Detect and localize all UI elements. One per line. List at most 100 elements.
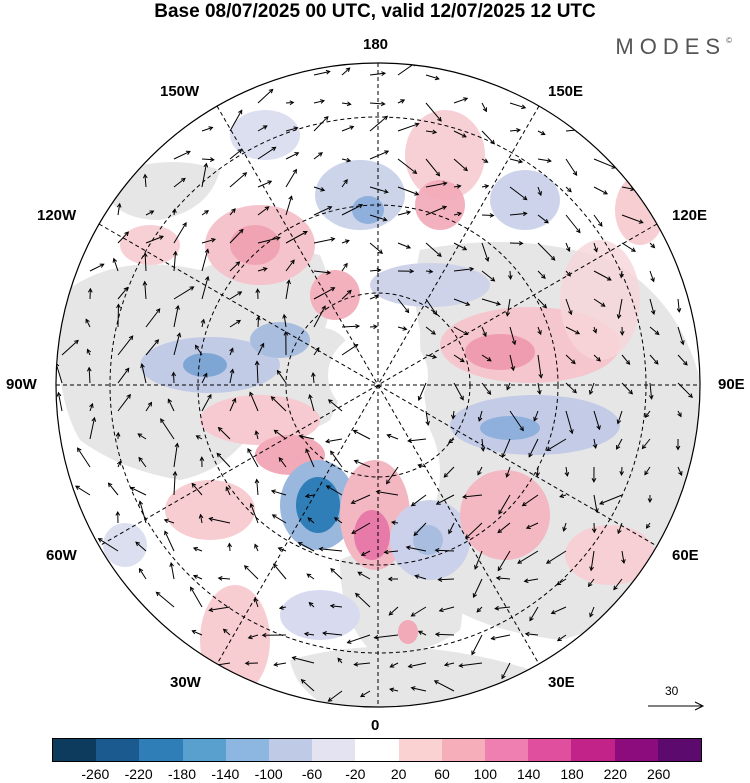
wind-arrow-head: [448, 438, 453, 444]
wind-arrow: [247, 448, 259, 468]
wind-arrow: [326, 485, 343, 496]
colorbar-tick-label: -260: [81, 766, 110, 782]
lon-label-30e: 30E: [548, 674, 575, 691]
wind-arrow-head: [116, 303, 121, 309]
graticule: [56, 63, 700, 707]
wind-arrow-head: [389, 687, 395, 693]
wind-arrow-head: [617, 529, 622, 535]
wind-arrow: [229, 172, 247, 188]
wind-arrow: [285, 169, 297, 188]
wind-arrow: [313, 71, 330, 76]
wind-arrow-head: [190, 586, 195, 592]
wind-arrow-head: [383, 549, 389, 555]
wind-arrow: [517, 550, 539, 564]
wind-arrow-head: [654, 330, 660, 336]
wind-arrow-head: [631, 247, 636, 252]
wind-arrow: [453, 130, 467, 138]
wind-arrow: [144, 253, 147, 272]
wind-arrow-head: [75, 485, 80, 490]
wind-arrow: [354, 662, 371, 666]
wind-arrow-head: [292, 168, 297, 174]
wind-arrow-head: [343, 262, 348, 268]
wind-arrow: [89, 417, 95, 440]
wind-arrow: [593, 214, 603, 227]
wind-arrow: [526, 522, 539, 529]
wind-arrow: [369, 186, 388, 193]
wind-arrow: [353, 430, 371, 440]
wind-arrow-head: [142, 252, 148, 258]
lon-label-120e: 120E: [672, 207, 708, 224]
wind-arrow-head: [353, 459, 359, 465]
wind-arrow: [223, 628, 231, 636]
wind-arrow-head: [303, 631, 309, 637]
wind-arrow: [616, 438, 623, 450]
wind-arrow-head: [402, 326, 408, 331]
wind-arrow-head: [572, 171, 578, 176]
wind-arrow: [341, 263, 348, 272]
wind-arrow: [590, 550, 595, 571]
colorbar-segment: [225, 739, 270, 761]
lon-label-90e: 90E: [718, 376, 745, 393]
lon-label-90w: 90W: [6, 376, 37, 393]
wind-arrow-head: [358, 204, 364, 209]
wind-arrow-head: [254, 478, 260, 484]
wind-arrow: [257, 125, 268, 132]
wind-arrow: [313, 116, 329, 132]
wind-arrow-head: [286, 279, 291, 285]
wind-arrow: [144, 281, 147, 300]
wind-arrow: [285, 259, 295, 272]
wind-arrow-head: [463, 166, 468, 172]
lon-label-60w: 60W: [46, 547, 77, 564]
wind-arrow-head: [628, 389, 634, 395]
wind-arrow-head: [346, 639, 352, 644]
lon-label-30w: 30W: [170, 674, 201, 691]
wind-arrow: [271, 490, 287, 496]
wind-arrow: [313, 238, 335, 244]
wind-arrow: [465, 522, 483, 539]
wind-arrow: [453, 298, 470, 306]
wind-arrow-head: [268, 88, 274, 94]
wind-arrow: [341, 179, 348, 188]
wind-arrow: [113, 258, 119, 272]
wind-arrow-head: [304, 493, 310, 499]
wind-arrow-head: [327, 399, 333, 404]
wind-arrow: [444, 662, 455, 666]
wind-arrow: [301, 679, 315, 692]
wind-arrow: [285, 280, 290, 300]
wind-arrow-head: [409, 268, 415, 274]
wind-arrow: [481, 242, 489, 262]
wind-arrow-head: [191, 629, 197, 635]
anomaly-negative: [352, 196, 384, 224]
wind-arrow: [369, 150, 389, 160]
wind-arrow-head: [606, 276, 612, 281]
wind-arrow-head: [203, 372, 208, 378]
wind-arrow: [599, 494, 623, 505]
wind-arrow-head: [525, 524, 531, 529]
wind-arrow: [621, 214, 643, 224]
wind-arrow: [248, 634, 259, 639]
wind-arrow-head: [471, 650, 476, 656]
wind-arrow: [330, 450, 343, 468]
wind-arrow: [434, 680, 455, 692]
wind-arrow-head: [373, 324, 378, 330]
wind-arrow: [369, 326, 377, 328]
wind-arrow: [453, 185, 461, 188]
wind-arrow: [274, 662, 287, 666]
wind-arrow: [481, 298, 501, 305]
wind-arrow: [649, 382, 653, 399]
wind-arrow-head: [591, 478, 597, 483]
colorbar-tick-label: 180: [560, 766, 584, 782]
wind-arrow-head: [465, 301, 471, 306]
anomaly-positive: [565, 525, 655, 585]
wind-arrow: [135, 541, 147, 552]
wind-arrow: [313, 347, 320, 356]
wind-arrow: [388, 606, 399, 616]
wind-arrow: [167, 399, 175, 412]
wind-arrow-head: [174, 442, 180, 448]
wind-arrow-head: [217, 576, 223, 581]
wind-arrow-head: [461, 133, 467, 138]
wind-arrow: [354, 460, 371, 468]
wind-arrow-head: [238, 228, 244, 234]
wind-arrow-head: [556, 636, 562, 642]
wind-arrow-head: [506, 385, 511, 391]
